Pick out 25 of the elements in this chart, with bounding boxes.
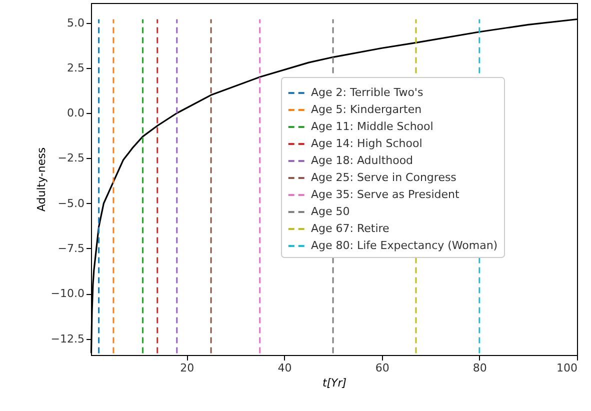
y-tick-label: −10.0 [50,287,84,300]
x-tick-label: 60 [375,362,390,374]
y-tick-label: 2.5 [67,61,84,74]
legend-label: Age 80: Life Expectancy (Woman) [311,239,498,252]
y-tick-label: −12.5 [50,332,84,346]
x-tick-label: 80 [472,362,487,374]
x-axis-title: t[Yr] [322,376,347,390]
x-tick-label: 40 [278,362,292,374]
legend-label: Age 5: Kindergarten [311,103,422,116]
legend-label: Age 25: Serve in Congress [311,171,457,184]
legend-label: Age 11: Middle School [311,120,434,133]
y-tick-label: −7.5 [58,242,84,255]
legend-label: Age 35: Serve as President [311,188,460,201]
y-tick-label: −5.0 [58,196,84,210]
legend-label: Age 50 [311,205,350,218]
legend-label: Age 14: High School [311,137,422,150]
y-tick-label: 5.0 [67,16,84,30]
legend-label: Age 67: Retire [311,222,390,235]
y-tick-label: 0.0 [67,106,84,120]
x-tick-label: 20 [180,362,194,374]
y-tick-label: −2.5 [58,152,84,165]
legend-label: Age 18: Adulthood [311,154,414,167]
x-tick-label: 100 [556,362,578,374]
legend-label: Age 2: Terrible Two's [311,86,424,99]
y-axis-title: Adulty-ness [34,147,48,212]
